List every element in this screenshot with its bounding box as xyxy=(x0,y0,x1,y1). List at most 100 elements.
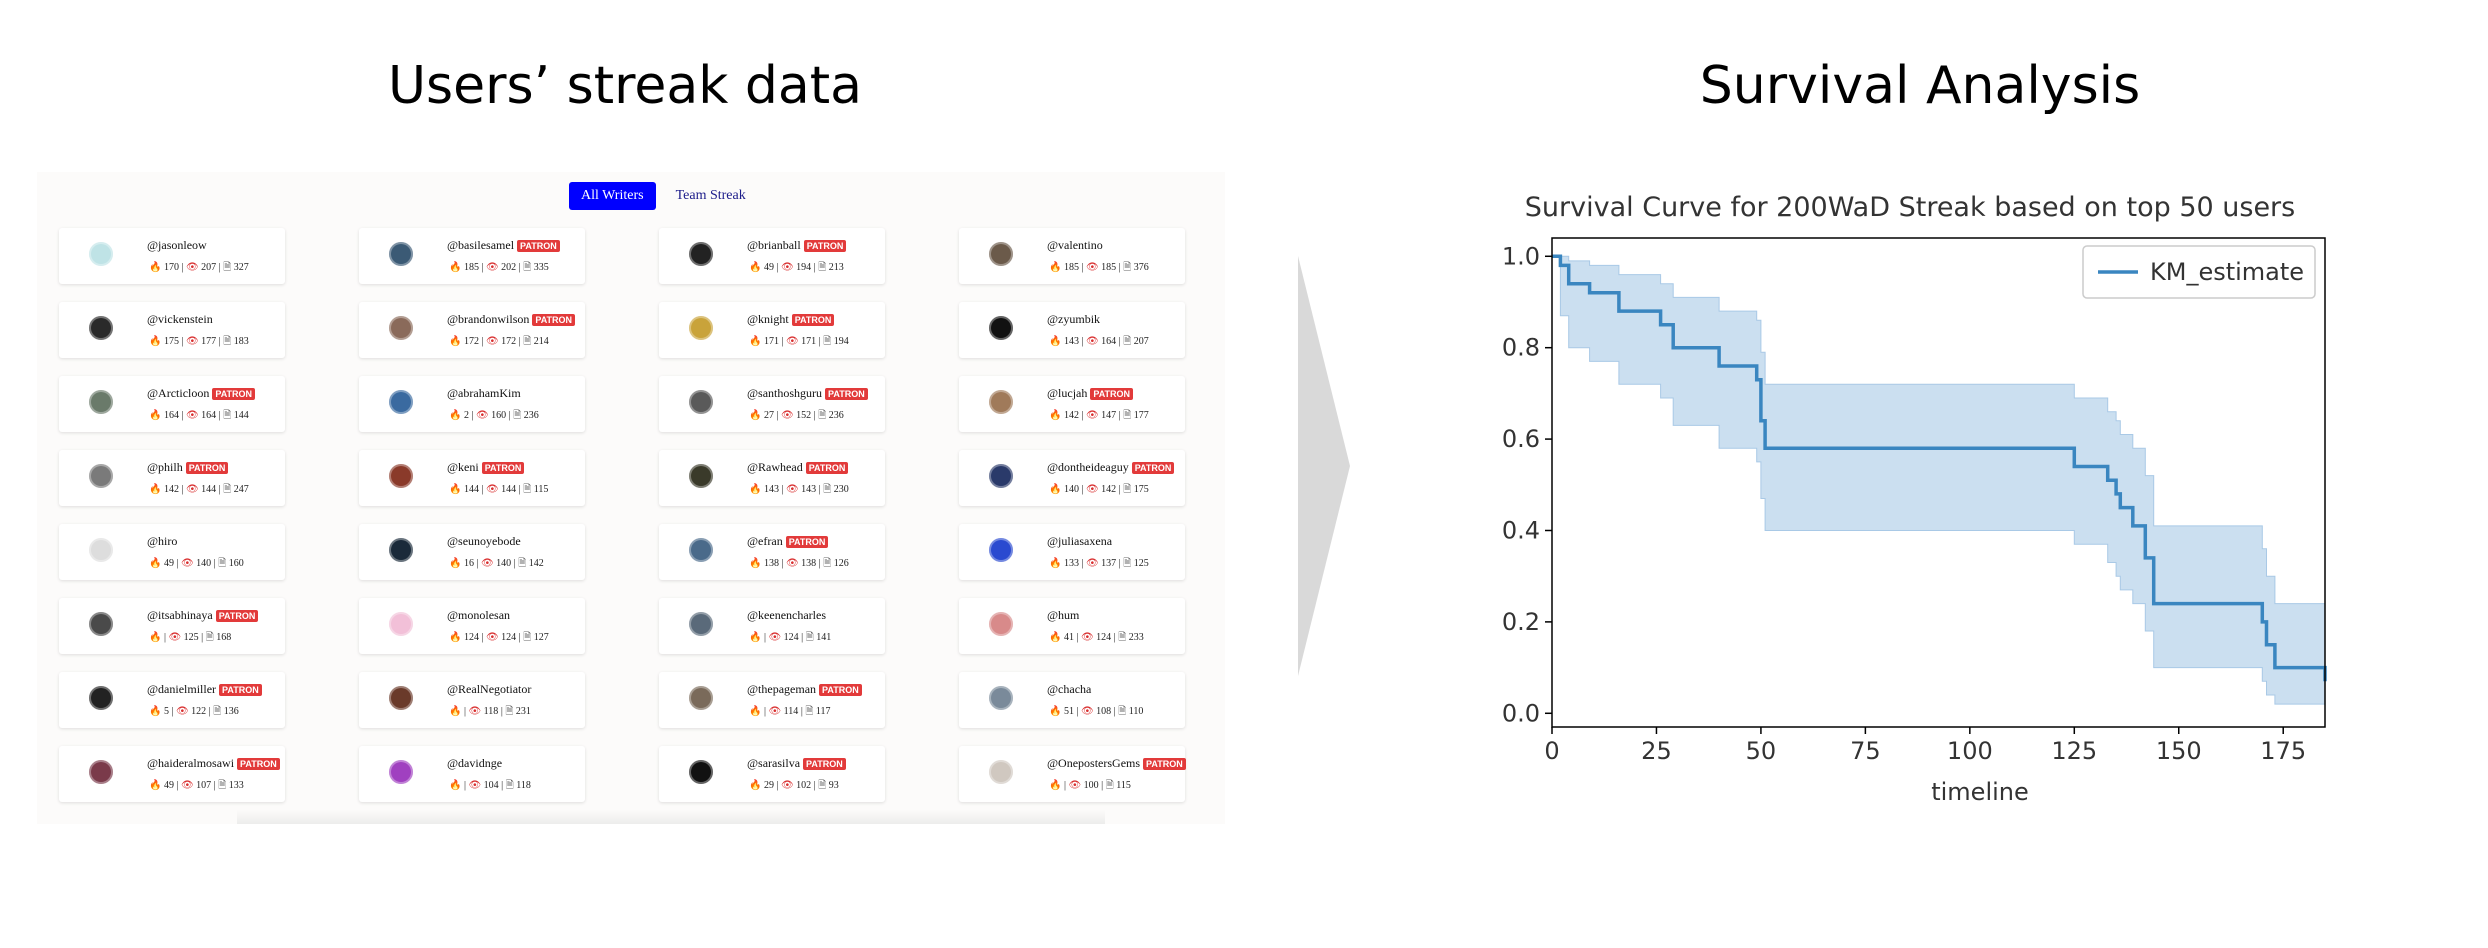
username[interactable]: @itsabhinaya xyxy=(147,608,213,622)
user-card[interactable]: @sarasilva PATRON 🔥 29 | 👁 102 | 🗎 93 xyxy=(659,746,885,802)
views-icon: 👁 xyxy=(768,632,782,643)
user-card[interactable]: @danielmiller PATRON 🔥 5 | 👁 122 | 🗎 136 xyxy=(59,672,285,728)
username[interactable]: @zyumbik xyxy=(1047,312,1101,326)
user-stats: 🔥 49 | 👁 140 | 🗎 160 xyxy=(149,558,244,569)
user-card[interactable]: @knight PATRON 🔥 171 | 👁 171 | 🗎 194 xyxy=(659,302,885,358)
posts-icon: 🗎 xyxy=(1123,262,1132,273)
user-card[interactable]: @santhoshguru PATRON 🔥 27 | 👁 152 | 🗎 236 xyxy=(659,376,885,432)
username-row: @danielmiller PATRON xyxy=(147,682,262,697)
stat-views: 108 xyxy=(1096,706,1112,717)
user-card[interactable]: @dontheideaguy PATRON 🔥 140 | 👁 142 | 🗎 17… xyxy=(959,450,1185,506)
tab-all-writers[interactable]: All Writers xyxy=(569,182,656,210)
user-card[interactable]: @Rawhead PATRON 🔥 143 | 👁 143 | 🗎 230 xyxy=(659,450,885,506)
views-icon: 👁 xyxy=(780,410,794,421)
avatar xyxy=(689,316,713,340)
user-card[interactable]: @vickenstein 🔥 175 | 👁 177 | 🗎 183 xyxy=(59,302,285,358)
views-icon: 👁 xyxy=(1085,262,1099,273)
username[interactable]: @seunoyebode xyxy=(447,534,521,548)
username[interactable]: @hiro xyxy=(147,534,178,548)
views-icon: 👁 xyxy=(1085,410,1099,421)
stat-posts: 141 xyxy=(816,632,832,643)
user-card[interactable]: @philh PATRON 🔥 142 | 👁 144 | 🗎 247 xyxy=(59,450,285,506)
user-stats: 🔥 140 | 👁 142 | 🗎 175 xyxy=(1049,484,1149,495)
stat-views: 137 xyxy=(1101,558,1117,569)
user-card[interactable]: @keenencharles 🔥 | 👁 124 | 🗎 141 xyxy=(659,598,885,654)
user-card[interactable]: @lucjah PATRON 🔥 142 | 👁 147 | 🗎 177 xyxy=(959,376,1185,432)
user-card[interactable]: @hum 🔥 41 | 👁 124 | 🗎 233 xyxy=(959,598,1185,654)
username[interactable]: @valentino xyxy=(1047,238,1103,252)
username[interactable]: @keni xyxy=(447,460,479,474)
username[interactable]: @keenencharles xyxy=(747,608,827,622)
user-card[interactable]: @RealNegotiator 🔥 | 👁 118 | 🗎 231 xyxy=(359,672,585,728)
username[interactable]: @knight xyxy=(747,312,789,326)
user-card[interactable]: @abrahamKim 🔥 2 | 👁 160 | 🗎 236 xyxy=(359,376,585,432)
user-card[interactable]: @chacha 🔥 51 | 👁 108 | 🗎 110 xyxy=(959,672,1185,728)
username-row: @vickenstein xyxy=(147,312,213,327)
user-card[interactable]: @basilesamel PATRON 🔥 185 | 👁 202 | 🗎 335 xyxy=(359,228,585,284)
username[interactable]: @santhoshguru xyxy=(747,386,823,400)
username[interactable]: @RealNegotiator xyxy=(447,682,532,696)
username[interactable]: @juliasaxena xyxy=(1047,534,1113,548)
username[interactable]: @philh xyxy=(147,460,183,474)
user-card[interactable]: @valentino 🔥 185 | 👁 185 | 🗎 376 xyxy=(959,228,1185,284)
user-card[interactable]: @haideralmosawi PATRON 🔥 49 | 👁 107 | 🗎 13… xyxy=(59,746,285,802)
stat-views: 107 xyxy=(196,780,212,791)
user-card[interactable]: @Arcticloon PATRON 🔥 164 | 👁 164 | 🗎 144 xyxy=(59,376,285,432)
stat-streak: 49 xyxy=(163,780,174,791)
user-card[interactable]: @itsabhinaya PATRON 🔥 | 👁 125 | 🗎 168 xyxy=(59,598,285,654)
stat-views: 114 xyxy=(783,706,799,717)
user-card[interactable]: @monolesan 🔥 124 | 👁 124 | 🗎 127 xyxy=(359,598,585,654)
user-card[interactable]: @OnepostersGems PATRON 🔥 | 👁 100 | 🗎 115 xyxy=(959,746,1186,802)
username[interactable]: @basilesamel xyxy=(447,238,515,252)
username[interactable]: @monolesan xyxy=(447,608,511,622)
posts-icon: 🗎 xyxy=(205,632,214,643)
stat-posts: 233 xyxy=(1128,632,1144,643)
username[interactable]: @Arcticloon xyxy=(147,386,210,400)
streak-icon: 🔥 xyxy=(1049,632,1062,643)
user-card[interactable]: @efran PATRON 🔥 138 | 👁 138 | 🗎 126 xyxy=(659,524,885,580)
patron-badge: PATRON xyxy=(215,609,259,622)
username[interactable]: @lucjah xyxy=(1047,386,1088,400)
username[interactable]: @sarasilva xyxy=(747,756,801,770)
stat-posts: 160 xyxy=(228,558,244,569)
user-card[interactable]: @hiro 🔥 49 | 👁 140 | 🗎 160 xyxy=(59,524,285,580)
avatar xyxy=(89,464,113,488)
posts-icon: 🗎 xyxy=(223,336,232,347)
username[interactable]: @davidnge xyxy=(447,756,503,770)
username[interactable]: @OnepostersGems xyxy=(1047,756,1141,770)
username[interactable]: @dontheideaguy xyxy=(1047,460,1129,474)
username[interactable]: @abrahamKim xyxy=(447,386,521,400)
user-stats: 🔥 171 | 👁 171 | 🗎 194 xyxy=(749,336,849,347)
username-row: @jasonleow xyxy=(147,238,207,253)
username[interactable]: @thepageman xyxy=(747,682,817,696)
avatar xyxy=(89,612,113,636)
stat-posts: 118 xyxy=(516,780,531,791)
user-stats: 🔥 143 | 👁 143 | 🗎 230 xyxy=(749,484,849,495)
user-card[interactable]: @seunoyebode 🔥 16 | 👁 140 | 🗎 142 xyxy=(359,524,585,580)
user-card[interactable]: @juliasaxena 🔥 133 | 👁 137 | 🗎 125 xyxy=(959,524,1185,580)
stat-views: 102 xyxy=(796,780,812,791)
user-card[interactable]: @davidnge 🔥 | 👁 104 | 🗎 118 xyxy=(359,746,585,802)
user-card[interactable]: @zyumbik 🔥 143 | 👁 164 | 🗎 207 xyxy=(959,302,1185,358)
user-card[interactable]: @brandonwilson PATRON 🔥 172 | 👁 172 | 🗎 21… xyxy=(359,302,585,358)
user-card[interactable]: @thepageman PATRON 🔥 | 👁 114 | 🗎 117 xyxy=(659,672,885,728)
streak-icon: 🔥 xyxy=(749,410,762,421)
user-card[interactable]: @keni PATRON 🔥 144 | 👁 144 | 🗎 115 xyxy=(359,450,585,506)
username[interactable]: @haideralmosawi xyxy=(147,756,235,770)
streak-icon: 🔥 xyxy=(149,780,162,791)
x-tick-label: 75 xyxy=(1850,737,1881,765)
tab-team-streak[interactable]: Team Streak xyxy=(675,188,746,203)
username[interactable]: @Rawhead xyxy=(747,460,803,474)
user-card[interactable]: @brianball PATRON 🔥 49 | 👁 194 | 🗎 213 xyxy=(659,228,885,284)
username[interactable]: @danielmiller xyxy=(147,682,217,696)
username[interactable]: @chacha xyxy=(1047,682,1092,696)
username[interactable]: @hum xyxy=(1047,608,1080,622)
username[interactable]: @brianball xyxy=(747,238,801,252)
username[interactable]: @vickenstein xyxy=(147,312,213,326)
user-card[interactable]: @jasonleow 🔥 170 | 👁 207 | 🗎 327 xyxy=(59,228,285,284)
username[interactable]: @efran xyxy=(747,534,783,548)
username[interactable]: @jasonleow xyxy=(147,238,207,252)
username[interactable]: @brandonwilson xyxy=(447,312,530,326)
streak-icon: 🔥 xyxy=(449,410,462,421)
views-icon: 👁 xyxy=(180,780,194,791)
